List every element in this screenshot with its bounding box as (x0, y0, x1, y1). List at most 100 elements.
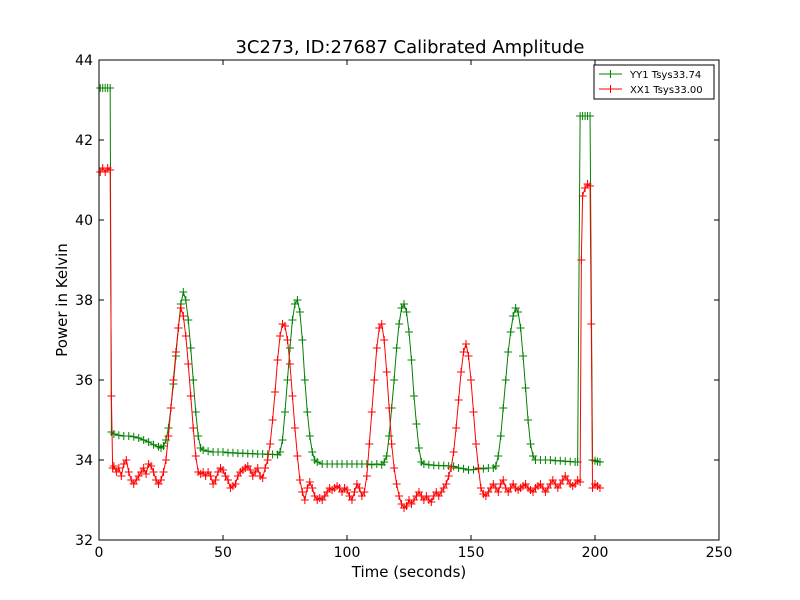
data-point-marker (219, 466, 227, 474)
data-point-marker (211, 476, 220, 484)
x-tick-label: 150 (458, 545, 485, 561)
data-point-marker (223, 476, 232, 484)
x-tick-label: 250 (706, 545, 733, 561)
data-point-marker (288, 316, 297, 324)
data-point-marker (476, 484, 485, 492)
data-point-marker (266, 440, 275, 448)
data-point-marker (494, 488, 503, 496)
data-point-marker (139, 436, 148, 444)
data-point-marker (171, 348, 180, 356)
data-point-marker (278, 436, 287, 444)
data-point-marker (184, 316, 193, 324)
data-point-marker (392, 480, 401, 488)
data-point-marker (290, 424, 299, 432)
data-point-marker (273, 356, 282, 364)
data-point-marker (303, 408, 312, 416)
data-point-marker (370, 376, 379, 384)
data-point-marker (449, 448, 458, 456)
data-point-marker (298, 336, 307, 344)
data-point-marker (206, 472, 215, 480)
data-point-marker (191, 452, 200, 460)
data-point-marker (576, 478, 585, 486)
data-point-marker (159, 468, 168, 476)
data-point-marker (149, 468, 158, 476)
data-point-marker (169, 376, 178, 384)
data-point-marker (176, 304, 185, 312)
legend-label: XX1 Tsys33.00 (630, 85, 703, 96)
data-point-marker (496, 432, 505, 440)
data-point-marker (114, 464, 123, 472)
data-point-marker (355, 484, 364, 492)
legend-box (593, 64, 715, 100)
data-point-marker (377, 320, 386, 328)
data-point-marker (526, 440, 535, 448)
data-point-marker (546, 456, 555, 464)
data-point-marker (149, 440, 158, 449)
x-tick-label: 100 (334, 545, 361, 561)
data-point-marker (179, 312, 188, 320)
data-point-marker (387, 440, 396, 448)
data-point-marker (107, 392, 116, 400)
data-point-marker (129, 432, 138, 441)
data-point-marker (506, 328, 515, 336)
data-point-marker (409, 392, 418, 400)
data-point-marker (109, 430, 118, 438)
y-tick-label: 40 (75, 213, 93, 229)
y-tick-label: 36 (75, 373, 93, 389)
data-point-marker (114, 431, 123, 440)
data-point-marker (295, 308, 304, 316)
data-point-marker (295, 476, 304, 484)
x-tick-label: 50 (214, 545, 232, 561)
data-point-marker (586, 112, 595, 120)
data-point-marker (367, 408, 376, 416)
data-point-marker (253, 464, 262, 472)
data-point-marker (186, 392, 195, 400)
data-point-marker (219, 448, 227, 456)
data-point-marker (372, 460, 381, 468)
data-point-marker (499, 404, 508, 412)
data-point-marker (166, 404, 175, 412)
data-point-marker (447, 464, 456, 472)
data-point-marker (514, 308, 523, 316)
data-point-marker (161, 456, 170, 464)
data-point-marker (300, 376, 309, 384)
data-point-marker (285, 360, 294, 368)
data-point-marker (501, 376, 510, 384)
data-point-marker (189, 424, 198, 432)
data-point-marker (268, 416, 277, 424)
data-point-marker (174, 324, 183, 332)
data-point-marker (457, 368, 466, 376)
data-point-marker (288, 392, 297, 400)
data-point-marker (382, 368, 391, 376)
data-point-marker (521, 384, 530, 392)
series-xx1 (96, 164, 604, 512)
data-point-marker (474, 464, 483, 472)
data-point-marker (194, 432, 203, 440)
data-point-marker (124, 432, 133, 440)
data-point-marker (300, 496, 309, 504)
y-tick-label: 44 (75, 53, 93, 69)
data-point-marker (189, 376, 198, 384)
data-point-marker (117, 472, 126, 480)
data-point-marker (360, 488, 369, 496)
data-point-marker (454, 396, 463, 404)
data-point-marker (139, 464, 148, 472)
y-tick-label: 32 (75, 533, 93, 549)
data-point-marker (524, 416, 533, 424)
data-point-marker (362, 472, 371, 480)
data-point-marker (293, 296, 302, 304)
data-point-marker (471, 440, 480, 448)
data-point-marker (283, 376, 292, 384)
data-point-marker (157, 476, 165, 484)
legend-marker (606, 85, 615, 93)
data-point-marker (144, 438, 153, 446)
data-point-marker (459, 348, 468, 356)
data-point-marker (578, 192, 587, 200)
data-point-marker (134, 434, 143, 442)
data-point-marker (147, 462, 156, 470)
data-point-marker (395, 320, 404, 328)
data-point-marker (293, 452, 302, 460)
y-tick-label: 38 (75, 293, 93, 309)
data-point-marker (504, 348, 513, 356)
data-point-marker (595, 458, 604, 466)
